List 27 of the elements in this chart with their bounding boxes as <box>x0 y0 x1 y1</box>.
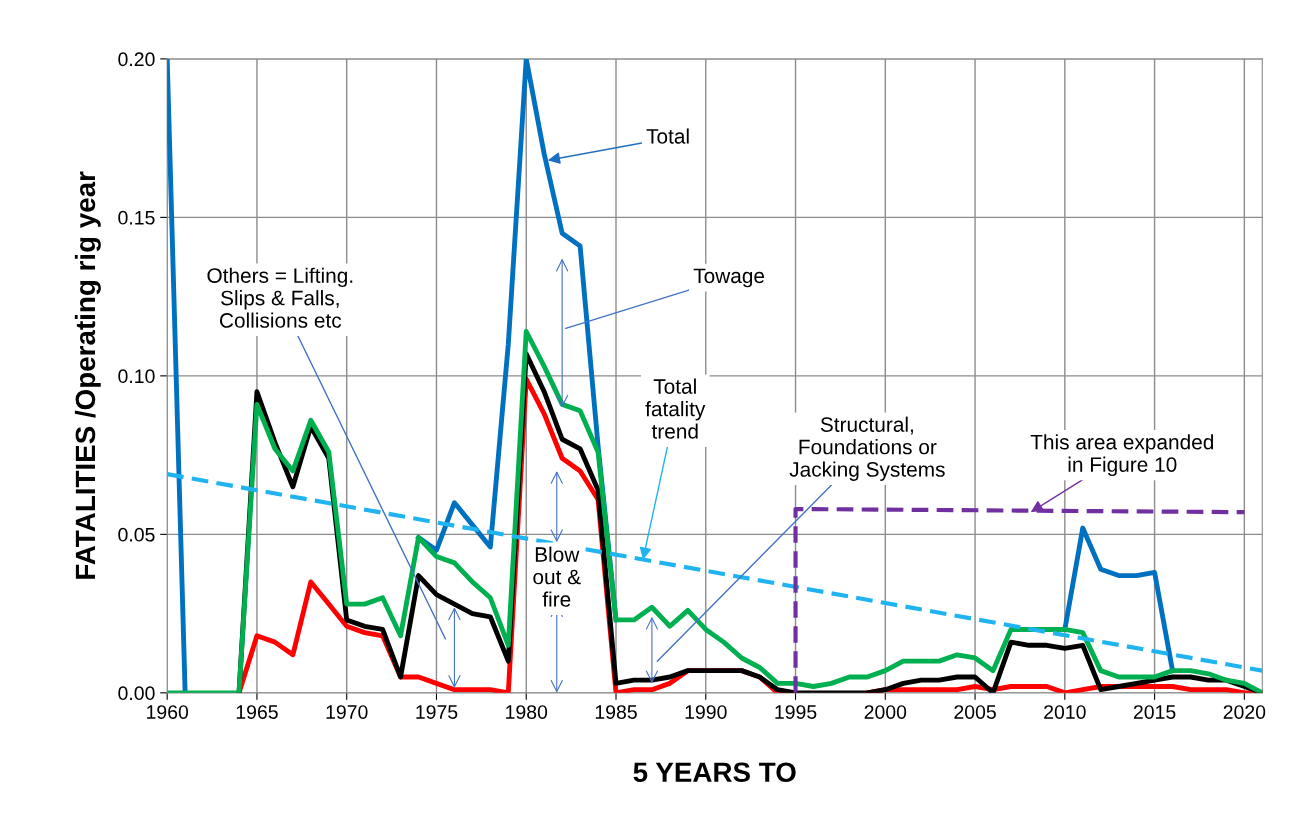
x-tick-label: 1990 <box>685 705 727 719</box>
annotation: Total <box>646 128 689 144</box>
x-tick-label: 2010 <box>1044 705 1086 719</box>
annotation: Blow out & fire <box>533 546 581 607</box>
y-tick-label: 0.20 <box>118 52 155 67</box>
x-tick-label: 1970 <box>326 705 368 719</box>
annotation: Towage <box>693 268 765 288</box>
y-tick-label: 0.15 <box>118 210 155 225</box>
x-tick-label: 2000 <box>864 705 907 719</box>
y-tick-label: 0.05 <box>118 527 155 542</box>
y-tick-label: 0.00 <box>118 686 155 701</box>
x-tick-label: 2005 <box>954 705 996 719</box>
x-tick-label: 2015 <box>1133 705 1176 719</box>
y-tick-label: 0.10 <box>118 369 155 384</box>
x-tick-label: 1995 <box>775 705 817 719</box>
x-tick-label: 1985 <box>595 705 637 719</box>
annotation: Others = Lifting. Slips & Falls, Collisions etc <box>207 267 353 328</box>
x-tick-label: 1975 <box>416 705 458 719</box>
x-axis-title: 5 YEARS TO <box>633 762 796 783</box>
y-axis-title: FATALITIES /Operating rig year <box>74 171 101 579</box>
x-tick-label: 1960 <box>147 705 189 719</box>
annotation: Structural, Foundations or Jacking Systems <box>789 416 945 481</box>
x-tick-label: 2020 <box>1223 705 1266 719</box>
x-tick-label: 1980 <box>506 705 548 719</box>
x-tick-label: 1965 <box>236 705 278 719</box>
annotation: This area expanded in Figure 10 <box>1030 434 1214 477</box>
annotation: Total fatality trend <box>645 378 706 439</box>
